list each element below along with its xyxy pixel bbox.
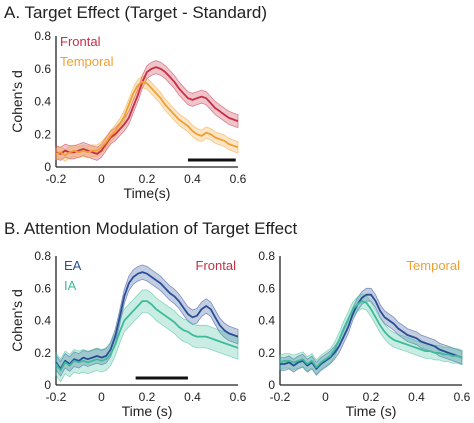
x-tick-label: 0.6 [230, 172, 247, 186]
x-tick-label: -0.2 [270, 390, 291, 404]
region-annotation: Temporal [407, 258, 461, 273]
y-axis-label: Cohen's d [9, 289, 25, 352]
series-line-ia [279, 300, 463, 369]
x-tick-label: 0.4 [408, 390, 425, 404]
x-tick-label: 0.6 [230, 390, 247, 404]
x-tick-label: -0.2 [46, 172, 67, 186]
y-tick-label: 0 [268, 378, 275, 392]
y-tick-label: 0.8 [34, 249, 51, 263]
panel-b-title: B. Attention Modulation of Target Effect [4, 219, 298, 238]
series-line-frontal [55, 66, 239, 155]
y-tick-label: 0.6 [34, 62, 51, 76]
x-tick-label: 0.6 [454, 390, 471, 404]
legend-entry-frontal: Frontal [60, 34, 101, 49]
y-tick-label: 0.2 [34, 127, 51, 141]
x-tick-label: 0.2 [363, 390, 380, 404]
x-tick-label: 0.2 [139, 390, 156, 404]
x-tick-label: 0.4 [184, 172, 201, 186]
region-annotation: Frontal [196, 258, 237, 273]
x-axis-label: Time(s) [124, 185, 171, 201]
series-band-ia [279, 293, 463, 376]
y-tick-label: 0.2 [258, 346, 275, 360]
series-line-temporal [55, 80, 239, 157]
legend-entry-ea: EA [64, 258, 82, 273]
y-tick-label: 0.4 [34, 314, 51, 328]
y-axis-label: Cohen's d [9, 70, 25, 133]
x-axis-label: Time (s) [122, 403, 173, 419]
series-line-ea [280, 293, 463, 370]
y-tick-label: 0.4 [34, 95, 51, 109]
legend-entry-ia: IA [64, 278, 77, 293]
y-tick-label: 0.4 [258, 314, 275, 328]
y-tick-label: 0 [44, 378, 51, 392]
chart-target-effect: -0.2 0 0.2 0.4 0.600.20.40.60.8Time(s)Cohen'… [9, 29, 247, 201]
y-tick-label: 0 [44, 160, 51, 174]
y-tick-label: 0.2 [34, 346, 51, 360]
y-tick-label: 0.6 [258, 281, 275, 295]
x-axis-label: Time (s) [346, 403, 397, 419]
x-tick-label: -0.2 [46, 390, 67, 404]
y-tick-label: 0.6 [34, 281, 51, 295]
x-tick-label: 0.2 [139, 172, 156, 186]
x-tick-label: 0 [98, 390, 105, 404]
x-tick-label: 0 [98, 172, 105, 186]
series-line-ea [55, 271, 239, 370]
y-tick-label: 0.8 [258, 249, 275, 263]
x-tick-label: 0 [322, 390, 329, 404]
x-tick-label: 0.4 [184, 390, 201, 404]
series-line-ia [55, 300, 239, 372]
legend-entry-temporal: Temporal [60, 54, 114, 69]
y-tick-label: 0.8 [34, 29, 51, 43]
panel-a-title: A. Target Effect (Target - Standard) [4, 3, 267, 22]
